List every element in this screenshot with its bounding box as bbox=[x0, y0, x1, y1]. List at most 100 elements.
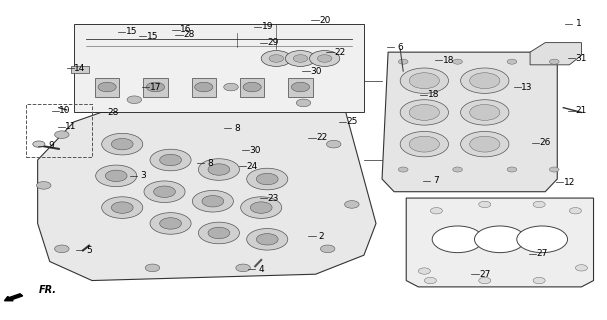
Bar bbox=[74, 24, 364, 112]
Circle shape bbox=[102, 197, 143, 218]
Bar bbox=[143, 77, 168, 97]
Circle shape bbox=[146, 82, 164, 92]
Circle shape bbox=[150, 213, 191, 234]
FancyArrow shape bbox=[4, 294, 22, 301]
Text: 8: 8 bbox=[234, 124, 240, 133]
Text: 22: 22 bbox=[334, 48, 345, 57]
Text: 26: 26 bbox=[540, 138, 551, 147]
Circle shape bbox=[461, 100, 509, 125]
Circle shape bbox=[470, 105, 500, 120]
Text: 31: 31 bbox=[575, 54, 587, 63]
Circle shape bbox=[291, 82, 310, 92]
Circle shape bbox=[246, 168, 288, 190]
Circle shape bbox=[400, 132, 449, 157]
Text: 13: 13 bbox=[521, 83, 533, 92]
Circle shape bbox=[160, 154, 181, 166]
Circle shape bbox=[398, 167, 408, 172]
Circle shape bbox=[102, 133, 143, 155]
Circle shape bbox=[55, 131, 69, 139]
Circle shape bbox=[285, 51, 316, 67]
Text: 28: 28 bbox=[183, 30, 194, 39]
Text: 22: 22 bbox=[316, 133, 327, 142]
Text: 15: 15 bbox=[126, 27, 137, 36]
Circle shape bbox=[195, 82, 213, 92]
Bar bbox=[192, 77, 216, 97]
Circle shape bbox=[202, 196, 224, 207]
Circle shape bbox=[479, 277, 491, 284]
Circle shape bbox=[533, 201, 545, 208]
Circle shape bbox=[98, 82, 116, 92]
Text: 1: 1 bbox=[575, 19, 582, 28]
Circle shape bbox=[111, 202, 133, 213]
Circle shape bbox=[507, 59, 517, 64]
Circle shape bbox=[327, 140, 341, 148]
Text: 18: 18 bbox=[443, 56, 454, 65]
Circle shape bbox=[479, 201, 491, 208]
Circle shape bbox=[256, 173, 278, 185]
Circle shape bbox=[246, 228, 288, 250]
Text: 21: 21 bbox=[576, 106, 587, 115]
Polygon shape bbox=[406, 198, 594, 287]
Circle shape bbox=[198, 222, 239, 244]
Circle shape bbox=[418, 268, 430, 274]
Circle shape bbox=[317, 55, 332, 62]
Circle shape bbox=[224, 83, 238, 91]
Circle shape bbox=[400, 100, 449, 125]
Text: 15: 15 bbox=[147, 32, 158, 41]
Circle shape bbox=[453, 167, 463, 172]
Text: 20: 20 bbox=[319, 16, 330, 25]
Bar bbox=[71, 67, 89, 73]
Circle shape bbox=[154, 186, 175, 197]
Circle shape bbox=[160, 218, 181, 229]
Circle shape bbox=[475, 226, 525, 252]
Text: 3: 3 bbox=[140, 172, 146, 180]
Circle shape bbox=[409, 136, 439, 152]
Circle shape bbox=[296, 99, 311, 107]
Circle shape bbox=[208, 227, 230, 239]
Circle shape bbox=[569, 208, 582, 214]
Bar bbox=[288, 77, 313, 97]
Circle shape bbox=[533, 277, 545, 284]
Text: 14: 14 bbox=[74, 63, 86, 73]
Text: 16: 16 bbox=[180, 25, 191, 35]
Circle shape bbox=[96, 165, 137, 187]
Text: 29: 29 bbox=[268, 38, 279, 47]
Text: 30: 30 bbox=[310, 67, 321, 76]
Text: 18: 18 bbox=[428, 91, 439, 100]
Circle shape bbox=[549, 59, 559, 64]
Bar bbox=[240, 77, 264, 97]
Circle shape bbox=[461, 132, 509, 157]
Circle shape bbox=[507, 167, 517, 172]
Circle shape bbox=[470, 73, 500, 89]
Text: 30: 30 bbox=[249, 146, 261, 155]
Circle shape bbox=[409, 105, 439, 120]
Text: 28: 28 bbox=[107, 108, 119, 117]
Polygon shape bbox=[38, 77, 376, 281]
Text: 6: 6 bbox=[398, 43, 403, 52]
Circle shape bbox=[250, 202, 272, 213]
Circle shape bbox=[240, 197, 282, 218]
Text: 7: 7 bbox=[433, 176, 439, 185]
Circle shape bbox=[144, 181, 185, 203]
Text: 23: 23 bbox=[268, 194, 279, 203]
Circle shape bbox=[320, 245, 335, 252]
Text: 8: 8 bbox=[207, 159, 212, 168]
Circle shape bbox=[575, 265, 588, 271]
Circle shape bbox=[145, 264, 160, 272]
Text: 5: 5 bbox=[86, 246, 92, 255]
Text: 9: 9 bbox=[48, 141, 54, 150]
Circle shape bbox=[33, 141, 45, 147]
Text: 19: 19 bbox=[262, 22, 273, 31]
Circle shape bbox=[106, 170, 127, 181]
Bar bbox=[25, 105, 92, 157]
Text: 27: 27 bbox=[537, 249, 548, 258]
Circle shape bbox=[549, 167, 559, 172]
Circle shape bbox=[55, 245, 69, 252]
Circle shape bbox=[453, 59, 463, 64]
Text: 11: 11 bbox=[65, 122, 76, 131]
Circle shape bbox=[236, 264, 250, 272]
Text: 10: 10 bbox=[59, 106, 70, 115]
Circle shape bbox=[345, 201, 359, 208]
Circle shape bbox=[424, 277, 436, 284]
Text: 27: 27 bbox=[479, 270, 490, 279]
